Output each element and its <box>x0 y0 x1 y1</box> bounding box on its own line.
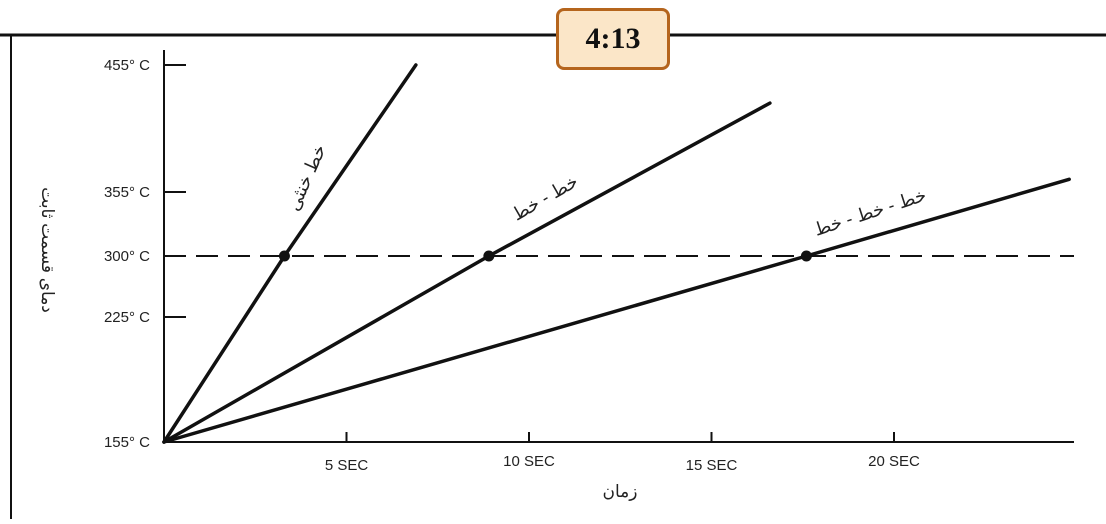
intersection-point <box>483 250 495 262</box>
y-tick-label: 455° C <box>104 57 150 74</box>
y-tick-label: 300° C <box>104 248 150 265</box>
y-axis-title: دمای قسمت ثابت <box>38 187 57 313</box>
series-label: خط - خط - خط <box>812 185 929 240</box>
time-badge: 4:13 <box>556 8 670 70</box>
intersection-point <box>278 250 290 262</box>
series-line <box>162 63 418 444</box>
x-tick-label: 20 SEC <box>868 453 920 470</box>
series-label: خط - خط <box>509 171 582 225</box>
x-tick-label: 10 SEC <box>503 453 555 470</box>
x-tick-label: 5 SEC <box>325 457 369 474</box>
intersection-point <box>800 250 812 262</box>
y-tick-label: 155° C <box>104 434 150 451</box>
y-tick-label: 225° C <box>104 309 150 326</box>
x-tick-label: 15 SEC <box>686 457 738 474</box>
series-line <box>162 101 772 444</box>
x-axis-title: زمان <box>603 482 638 501</box>
y-tick-label: 355° C <box>104 184 150 201</box>
series-line <box>162 177 1071 444</box>
